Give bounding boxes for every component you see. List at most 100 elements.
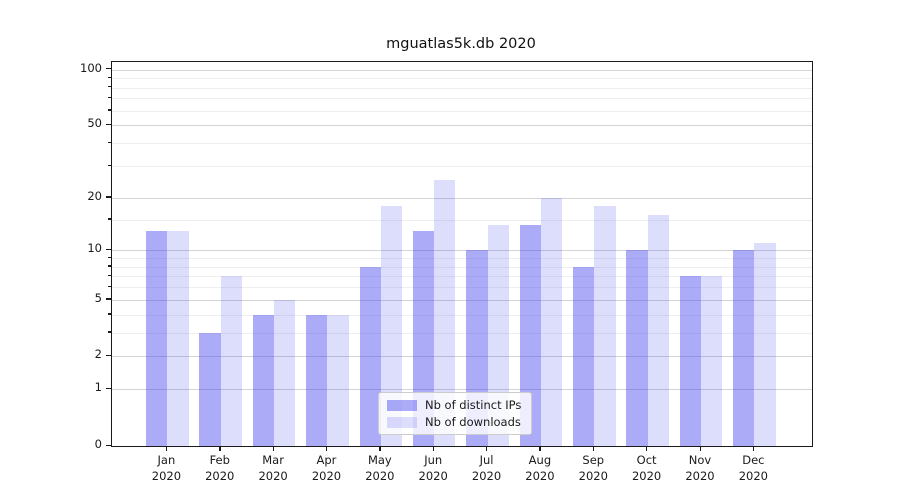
- x-tick-label-year: 2020: [525, 468, 555, 483]
- major-gridline: [112, 197, 812, 199]
- bar-apr-downloads: [327, 314, 349, 446]
- legend-label-distinct-ips: Nb of distinct IPs: [425, 398, 522, 412]
- minor-gridline: [112, 166, 812, 167]
- x-tick-label: Oct 2020: [617, 453, 677, 484]
- bar-feb-distinct-ips: [199, 332, 221, 446]
- x-tick-label: Aug 2020: [510, 453, 570, 484]
- x-tick-label: Dec 2020: [723, 453, 783, 484]
- y-minor-tick-mark: [108, 218, 111, 220]
- y-minor-tick-mark: [108, 313, 111, 315]
- y-tick-label: 0: [94, 437, 102, 451]
- x-tick-label-year: 2020: [578, 468, 608, 483]
- minor-gridline: [112, 98, 812, 100]
- y-tick-mark: [106, 123, 111, 126]
- legend-swatch-distinct-ips-icon: [387, 399, 417, 411]
- minor-gridline: [112, 219, 812, 221]
- minor-gridline: [112, 314, 812, 316]
- bar-oct-distinct-ips: [626, 250, 648, 446]
- bar-jan-distinct-ips: [146, 230, 168, 446]
- x-tick-label: Apr 2020: [296, 453, 356, 484]
- minor-gridline: [112, 266, 812, 268]
- bar-aug-downloads: [540, 197, 563, 446]
- y-tick-mark: [106, 298, 111, 300]
- x-tick-mark: [432, 446, 434, 452]
- major-gridline: [112, 389, 812, 391]
- major-gridline: [112, 299, 812, 301]
- y-tick-label: 5: [94, 290, 102, 305]
- x-tick-label: Feb 2020: [190, 453, 250, 484]
- y-minor-tick-mark: [108, 96, 111, 99]
- legend-entry-distinct-ips: Nb of distinct IPs: [387, 398, 521, 412]
- x-tick-mark: [592, 446, 595, 452]
- major-gridline: [112, 250, 812, 252]
- x-tick-label: Jun 2020: [403, 453, 463, 484]
- bar-apr-distinct-ips: [306, 314, 328, 446]
- x-tick-mark: [646, 446, 648, 452]
- legend-entry-downloads: Nb of downloads: [387, 415, 521, 429]
- major-gridline: [112, 356, 812, 358]
- y-tick-mark: [106, 248, 111, 251]
- y-minor-tick-mark: [108, 274, 111, 277]
- x-tick-mark: [325, 446, 328, 452]
- major-gridline: [112, 125, 812, 127]
- minor-gridline: [112, 110, 812, 112]
- y-tick-mark: [106, 354, 111, 357]
- x-tick-mark: [219, 446, 221, 452]
- legend: Nb of distinct IPs Nb of downloads: [378, 392, 533, 435]
- y-minor-tick-mark: [108, 331, 111, 333]
- y-tick-mark: [106, 68, 111, 70]
- y-minor-tick-mark: [108, 86, 111, 88]
- bar-sep-distinct-ips: [572, 266, 595, 446]
- plot-area: [111, 61, 813, 447]
- x-tick-mark: [699, 446, 701, 452]
- bar-oct-downloads: [647, 215, 669, 446]
- x-tick-label-year: 2020: [365, 468, 395, 483]
- x-tick-label: Sep 2020: [563, 453, 623, 484]
- bar-may-downloads: [380, 205, 403, 446]
- x-tick-label: Mar 2020: [243, 453, 303, 484]
- x-tick-label: Jul 2020: [457, 453, 517, 484]
- minor-gridline: [112, 143, 812, 145]
- y-tick-label: 50: [87, 116, 102, 131]
- y-tick-mark: [106, 444, 111, 446]
- bar-jan-downloads: [167, 230, 189, 446]
- minor-gridline: [112, 78, 812, 80]
- x-tick-label-year: 2020: [311, 468, 342, 483]
- y-tick-label: 100: [80, 60, 102, 75]
- y-tick-label: 20: [87, 188, 102, 203]
- bar-jul-downloads: [487, 225, 509, 446]
- x-tick-label-year: 2020: [151, 468, 182, 483]
- y-minor-tick-mark: [108, 285, 111, 288]
- y-minor-tick-mark: [108, 76, 111, 78]
- bar-mar-downloads: [274, 299, 296, 446]
- x-tick-label-year: 2020: [258, 468, 288, 483]
- bar-jun-downloads: [434, 180, 456, 446]
- y-tick-label: 10: [87, 241, 102, 256]
- bar-feb-downloads: [220, 276, 243, 446]
- y-minor-tick-mark: [108, 164, 111, 166]
- bar-dec-downloads: [754, 243, 776, 446]
- x-tick-mark: [165, 446, 168, 452]
- bar-sep-downloads: [594, 205, 616, 446]
- bar-dec-distinct-ips: [733, 250, 755, 446]
- bar-aug-distinct-ips: [519, 225, 541, 446]
- y-tick-label: 1: [94, 380, 102, 395]
- legend-label-downloads: Nb of downloads: [425, 415, 521, 429]
- y-minor-tick-mark: [108, 256, 111, 259]
- x-tick-label-year: 2020: [471, 468, 502, 483]
- x-tick-label: Nov 2020: [670, 453, 730, 484]
- bar-mar-distinct-ips: [252, 314, 275, 446]
- x-tick-mark: [539, 446, 541, 452]
- x-tick-mark: [272, 446, 274, 452]
- x-tick-label-year: 2020: [205, 468, 235, 483]
- x-tick-mark: [379, 446, 381, 452]
- y-tick-label: 2: [94, 347, 102, 362]
- x-tick-mark: [752, 446, 755, 452]
- y-minor-tick-mark: [108, 265, 111, 267]
- y-tick-mark: [106, 196, 111, 198]
- chart-title: mguatlas5k.db 2020: [386, 36, 536, 52]
- bar-may-distinct-ips: [359, 266, 381, 446]
- x-tick-label: Jan 2020: [136, 453, 196, 484]
- x-tick-label-year: 2020: [631, 468, 662, 483]
- minor-gridline: [112, 87, 812, 89]
